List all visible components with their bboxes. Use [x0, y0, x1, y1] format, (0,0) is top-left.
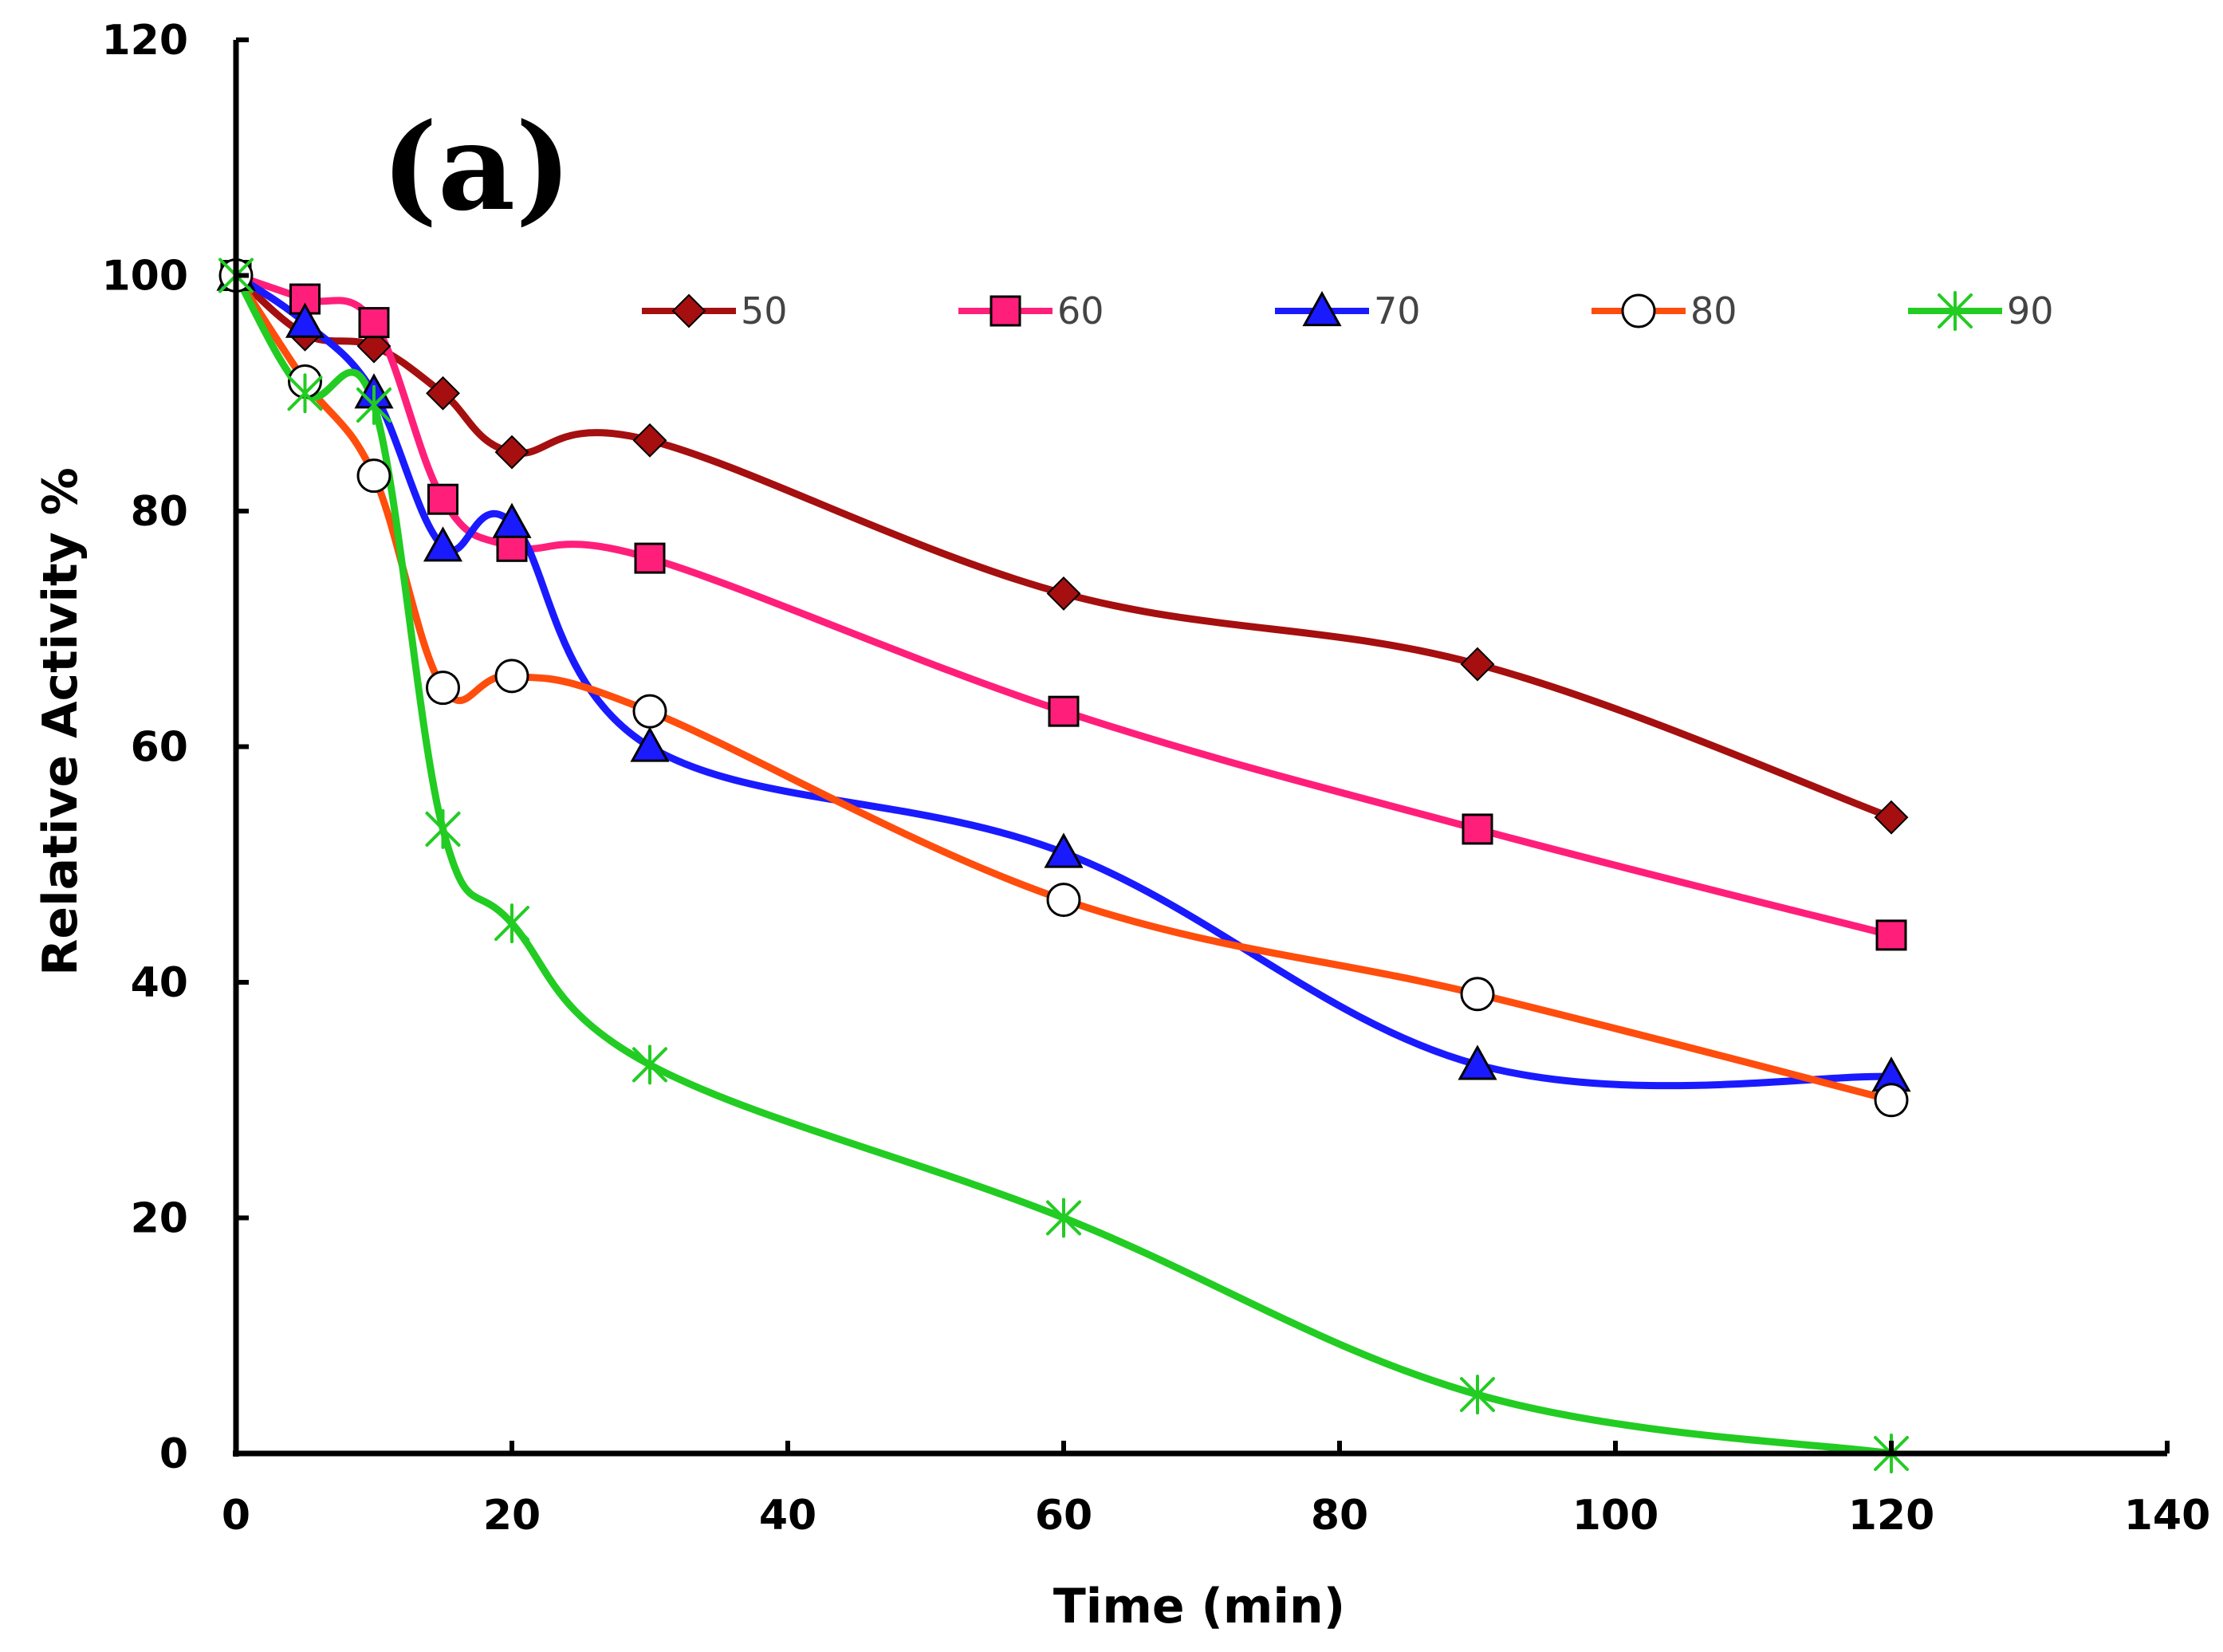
- data-point-80: [1046, 883, 1081, 918]
- data-point-60: [1875, 919, 1907, 951]
- y-tick-label: 40: [131, 959, 188, 1007]
- data-point-90: [287, 373, 323, 414]
- data-point-80: [494, 659, 529, 694]
- x-tick-label: 80: [1311, 1492, 1368, 1540]
- legend-item-50: 50: [642, 289, 788, 332]
- data-point-50: [1046, 576, 1081, 611]
- x-tick-label: 0: [222, 1492, 250, 1540]
- legend-label: 80: [1690, 289, 1737, 332]
- axes: [233, 40, 2167, 1457]
- data-point-80: [1460, 977, 1495, 1012]
- data-point-80: [356, 458, 391, 494]
- legend-marker: [1938, 291, 1973, 331]
- legend: 50 60 70 80 90: [642, 289, 2054, 332]
- y-tick-label: 0: [159, 1430, 188, 1478]
- legend-item-90: 90: [1908, 289, 2054, 332]
- data-point-90: [632, 1044, 667, 1085]
- data-point-70: [1458, 1044, 1497, 1080]
- panel-label: (a): [381, 97, 572, 238]
- data-point-70: [492, 502, 532, 538]
- series-line-50: [234, 273, 1893, 821]
- legend-item-70: 70: [1275, 289, 1421, 332]
- data-point-50: [1874, 800, 1909, 835]
- data-point-60: [1462, 813, 1493, 845]
- data-point-60: [427, 483, 458, 515]
- data-point-50: [632, 423, 667, 458]
- data-point-50: [426, 376, 460, 411]
- x-tick-label: 140: [2124, 1492, 2211, 1540]
- data-point-90: [425, 808, 461, 849]
- legend-item-60: 60: [958, 289, 1104, 332]
- x-tick-label: 20: [483, 1492, 541, 1540]
- legend-marker: [990, 295, 1021, 327]
- data-point-50: [356, 328, 391, 364]
- y-tick-label: 20: [131, 1195, 188, 1243]
- data-point-70: [630, 726, 670, 762]
- data-point-80: [426, 671, 460, 706]
- y-tick-label: 120: [101, 17, 188, 65]
- data-point-50: [1460, 647, 1495, 682]
- ticks: 0 20 40 60 80 100 120 0 20 40 60 80 100 120 140: [101, 17, 2210, 1540]
- x-tick-label: 60: [1035, 1492, 1092, 1540]
- legend-label: 90: [2007, 289, 2054, 332]
- data-point-80: [1874, 1083, 1909, 1118]
- data-point-90: [1460, 1375, 1495, 1415]
- data-point-60: [358, 307, 390, 339]
- y-axis-title: Relative Activity %: [33, 467, 89, 976]
- y-tick-label: 100: [101, 253, 188, 301]
- legend-item-80: 80: [1592, 289, 1737, 332]
- data-point-50: [494, 435, 529, 470]
- data-point-70: [285, 302, 325, 338]
- data-point-60: [1048, 695, 1080, 727]
- legend-marker: [1302, 290, 1342, 327]
- series-line-90: [233, 273, 1892, 1457]
- data-point-90: [356, 385, 391, 426]
- legend-marker: [671, 293, 706, 328]
- series-line-80: [233, 273, 1893, 1104]
- data-point-70: [1044, 832, 1084, 868]
- legend-label: 50: [741, 289, 788, 332]
- data-point-90: [494, 903, 529, 944]
- x-tick-label: 120: [1848, 1492, 1935, 1540]
- series-points-80: [218, 258, 1909, 1118]
- x-axis-title: Time (min): [1053, 1579, 1345, 1634]
- x-tick-label: 40: [759, 1492, 816, 1540]
- y-tick-label: 60: [131, 724, 188, 772]
- data-point-80: [632, 694, 667, 729]
- series-points-70: [216, 255, 1911, 1092]
- legend-label: 70: [1374, 289, 1421, 332]
- legend-marker: [1621, 293, 1656, 328]
- series-layer: [216, 255, 1911, 1473]
- legend-label: 60: [1057, 289, 1104, 332]
- data-point-90: [1046, 1198, 1081, 1238]
- data-point-60: [634, 542, 666, 574]
- data-point-70: [423, 526, 463, 562]
- y-tick-label: 80: [131, 488, 188, 536]
- series-markers: [216, 255, 1911, 1473]
- series-points-50: [218, 258, 1909, 835]
- x-tick-label: 100: [1572, 1492, 1659, 1540]
